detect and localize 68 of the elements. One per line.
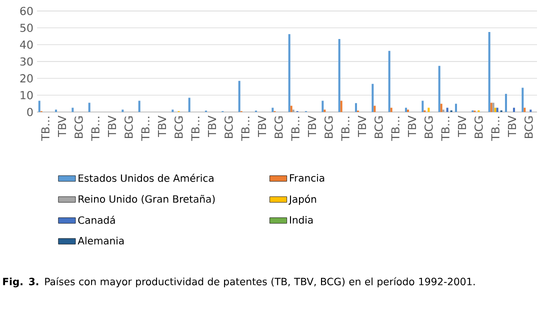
bar bbox=[338, 38, 340, 112]
legend-label: Canadá bbox=[78, 216, 115, 224]
legend-label: Francia bbox=[290, 174, 324, 182]
x-tick-label: TBV bbox=[158, 116, 166, 138]
x-tick-label: BCG bbox=[274, 116, 283, 138]
x-tick-label: TBV bbox=[408, 116, 416, 138]
bar bbox=[374, 106, 376, 112]
bar bbox=[390, 108, 392, 112]
legend-label: Reino Unido (Gran Bretaña) bbox=[78, 194, 215, 204]
bar bbox=[488, 32, 490, 112]
x-tick-label: TBV bbox=[308, 116, 316, 138]
text: Fig. 3. Países con mayor productividad de patentes (TB, TBV, BCG) en el período 1992-2001. bbox=[3, 277, 475, 288]
x-tick-label: TB… bbox=[41, 116, 50, 141]
x-tick-label: TB… bbox=[241, 116, 250, 141]
y-tick-label: 50 bbox=[20, 24, 33, 32]
bar bbox=[38, 100, 40, 112]
bar bbox=[322, 100, 324, 112]
x-tick-label: TB… bbox=[91, 116, 100, 141]
bar bbox=[512, 108, 515, 112]
x-tick-label: TB… bbox=[391, 116, 400, 141]
bar bbox=[355, 103, 357, 112]
x-tick-label: BCG bbox=[124, 116, 133, 138]
x-tick-label: BCG bbox=[174, 116, 183, 138]
y-tick-label: 20 bbox=[20, 74, 33, 82]
bar bbox=[372, 84, 374, 112]
y-tick-label: 60 bbox=[20, 6, 33, 16]
legend-label: India bbox=[290, 216, 313, 224]
bar bbox=[438, 66, 440, 112]
x-tick-label: BCG bbox=[424, 116, 433, 138]
x-tick-label: TBV bbox=[458, 116, 466, 138]
x-tick-label: TBV bbox=[208, 116, 216, 138]
x-tick-label: BCG bbox=[524, 116, 533, 138]
x-tick-label: TB… bbox=[291, 116, 300, 141]
x-tick-label: BCG bbox=[474, 116, 483, 138]
x-tick-label: TBV bbox=[358, 116, 366, 138]
bar bbox=[340, 100, 342, 112]
bar bbox=[440, 104, 442, 112]
x-tick-label: TBV bbox=[108, 116, 116, 138]
legend-label: Alemania bbox=[78, 236, 124, 244]
x-tick-label: TB… bbox=[491, 116, 500, 141]
bar bbox=[524, 108, 526, 112]
x-tick-label: TB… bbox=[141, 116, 150, 141]
y-tick-label: 10 bbox=[20, 91, 33, 100]
bar bbox=[522, 88, 524, 112]
bar bbox=[504, 94, 507, 112]
x-tick-label: BCG bbox=[74, 116, 83, 138]
x-tick-label: TBV bbox=[508, 116, 516, 138]
x-tick-label: TB… bbox=[341, 116, 350, 141]
bar bbox=[72, 108, 74, 112]
x-tick-label: TB… bbox=[191, 116, 200, 141]
x-tick-label: TBV bbox=[258, 116, 266, 138]
bar bbox=[288, 34, 290, 112]
bar bbox=[454, 104, 457, 112]
bar bbox=[404, 108, 407, 112]
y-tick-label: 30 bbox=[20, 57, 33, 66]
legend-label: Estados Unidos de América bbox=[78, 174, 214, 182]
bar bbox=[428, 108, 430, 112]
bar bbox=[188, 98, 190, 112]
y-tick-label: 40 bbox=[20, 40, 33, 49]
x-tick-label: BCG bbox=[374, 116, 383, 138]
x-tick-label: BCG bbox=[224, 116, 233, 138]
x-tick-label: TBV bbox=[58, 116, 66, 138]
bar bbox=[138, 100, 140, 112]
y-tick-label: 0 bbox=[27, 108, 33, 116]
x-tick-label: BCG bbox=[324, 116, 333, 138]
x-tick-label: TB… bbox=[441, 116, 450, 141]
bar bbox=[290, 106, 292, 112]
legend-label: Japón bbox=[288, 194, 316, 205]
